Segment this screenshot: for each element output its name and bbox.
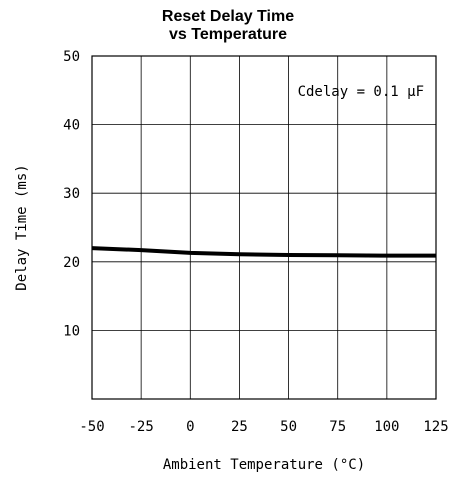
x-tick-label: 50 <box>280 419 297 435</box>
plot-frame <box>91 55 437 400</box>
grid <box>91 55 437 399</box>
x-axis-label: Ambient Temperature (°C) <box>163 457 365 473</box>
y-tick-label: 10 <box>63 323 80 339</box>
y-tick-label: 50 <box>63 49 80 65</box>
y-tick-label: 20 <box>63 255 80 271</box>
x-tick-label: 75 <box>329 419 346 435</box>
delay-time-curve <box>91 246 436 258</box>
y-tick-label: 40 <box>63 118 80 134</box>
x-tick-label: -50 <box>79 419 104 435</box>
y-tick-label: 30 <box>63 186 80 202</box>
chart-title: Reset Delay Time <box>161 8 295 25</box>
x-tick-labels: -50 -25 0 25 50 75 100 125 <box>79 419 448 435</box>
y-tick-labels: 10 20 30 40 50 <box>63 49 80 339</box>
x-tick-label: 25 <box>231 419 248 435</box>
chart-subtitle: vs Temperature <box>169 26 287 43</box>
x-tick-label: 100 <box>374 419 399 435</box>
x-tick-label: -25 <box>128 419 153 435</box>
y-axis-label: Delay Time (ms) <box>14 164 30 290</box>
x-tick-label: 0 <box>186 419 194 435</box>
capacitance-annotation: Cdelay = 0.1 μF <box>298 84 424 100</box>
x-tick-label: 125 <box>423 419 448 435</box>
series-lines <box>91 246 436 258</box>
